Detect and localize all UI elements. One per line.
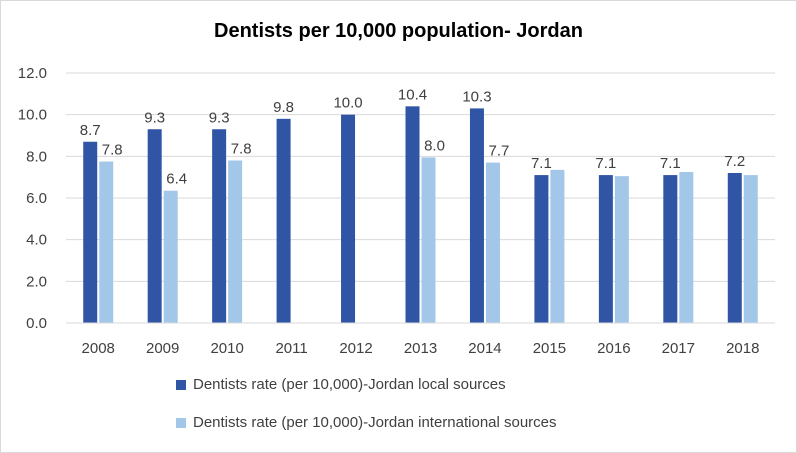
bar-local (598, 175, 613, 323)
data-label-local: 9.3 (209, 109, 230, 126)
data-label-local: 10.3 (462, 88, 491, 105)
data-label-local: 8.7 (80, 122, 101, 139)
bar-local (469, 108, 484, 324)
data-label-local: 7.1 (660, 155, 681, 172)
data-label-local: 7.1 (595, 155, 616, 172)
y-tick-label: 12.0 (18, 65, 47, 82)
legend-swatch-international (176, 417, 186, 428)
bar-international (550, 169, 565, 323)
data-label-local: 7.1 (531, 155, 552, 172)
legend-label-local: Dentists rate (per 10,000)-Jordan local … (193, 376, 506, 393)
x-tick-label: 2008 (82, 340, 115, 357)
y-tick-label: 6.0 (26, 190, 47, 207)
data-label-international: 6.4 (166, 171, 187, 188)
bar-international (743, 175, 758, 323)
chart-title: Dentists per 10,000 population- Jordan (214, 20, 583, 42)
x-tick-label: 2017 (662, 340, 695, 357)
data-label-local: 9.3 (144, 109, 165, 126)
data-label-local: 7.2 (724, 153, 745, 170)
bar-local (147, 129, 162, 323)
bar-local (727, 173, 742, 323)
legend-item-local: Dentists rate (per 10,000)-Jordan local … (176, 376, 506, 393)
bar-local (276, 118, 291, 323)
y-tick-label: 2.0 (26, 273, 47, 290)
y-tick-label: 10.0 (18, 107, 47, 124)
bar-local (212, 129, 227, 323)
y-tick-label: 0.0 (26, 315, 47, 332)
x-tick-label: 2012 (339, 340, 372, 357)
data-label-international: 7.8 (231, 141, 252, 158)
y-tick-label: 4.0 (26, 232, 47, 249)
x-tick-label: 2013 (404, 340, 437, 357)
data-label-international: 7.7 (489, 143, 510, 160)
data-label-local: 10.0 (333, 95, 362, 112)
x-tick-label: 2010 (210, 340, 243, 357)
bar-international (228, 160, 243, 323)
x-tick-label: 2009 (146, 340, 179, 357)
bar-local (405, 106, 420, 323)
bar-local (83, 141, 98, 323)
data-label-local: 9.8 (273, 99, 294, 116)
bar-international (485, 162, 500, 323)
data-label-international: 8.0 (424, 137, 445, 154)
bar-international (679, 171, 694, 323)
x-tick-label: 2018 (726, 340, 759, 357)
bar-international (421, 157, 436, 323)
y-tick-label: 8.0 (26, 148, 47, 165)
bar-local (534, 175, 549, 323)
bar-local (663, 175, 678, 323)
x-tick-label: 2011 (275, 340, 307, 357)
legend-swatch-local (176, 379, 186, 390)
legend-label-international: Dentists rate (per 10,000)-Jordan intern… (193, 414, 557, 431)
x-tick-label: 2016 (597, 340, 630, 357)
x-tick-label: 2015 (533, 340, 566, 357)
bar-local (341, 114, 356, 324)
data-label-international: 7.8 (102, 142, 123, 159)
x-tick-label: 2014 (468, 340, 501, 357)
bar-international (99, 161, 114, 323)
bar-international (614, 176, 629, 323)
data-label-local: 10.4 (398, 86, 427, 103)
legend-item-international: Dentists rate (per 10,000)-Jordan intern… (176, 414, 557, 431)
bar-international (163, 190, 178, 323)
